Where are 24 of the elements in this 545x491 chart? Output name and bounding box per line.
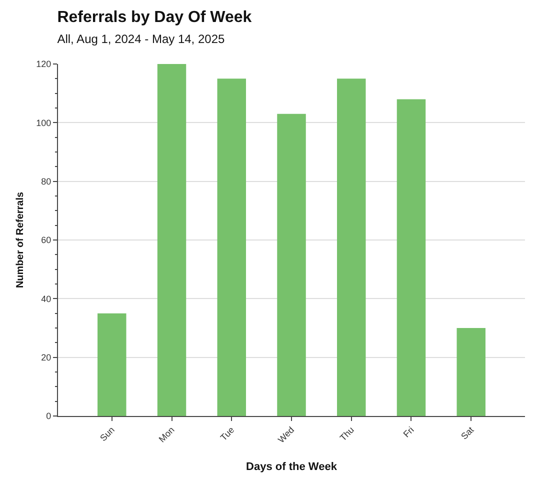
chart-subtitle: All, Aug 1, 2024 - May 14, 2025 [57, 32, 225, 46]
y-tick-label: 20 [41, 352, 52, 362]
x-tick-label: Fri [401, 424, 416, 440]
x-tick-label: Thu [338, 424, 356, 443]
x-tick-label: Sun [98, 424, 116, 444]
x-tick-label: Sat [459, 424, 476, 442]
y-tick-label: 60 [41, 235, 52, 246]
chart-title: Referrals by Day Of Week [57, 9, 252, 26]
y-tick-label: 40 [41, 294, 52, 304]
bar [456, 328, 486, 416]
y-axis-title: Number of Referrals [15, 191, 26, 288]
bar [277, 114, 306, 416]
y-tick-label: 120 [36, 59, 52, 70]
x-tick-label: Mon [156, 424, 176, 444]
x-axis-title: Days of the Week [246, 461, 338, 474]
y-tick-label: 80 [41, 176, 52, 186]
bar [217, 78, 246, 416]
bar [98, 313, 126, 416]
y-tick-label: 0 [46, 411, 52, 422]
bar [337, 78, 366, 416]
bar [396, 99, 426, 416]
bar [157, 64, 186, 416]
y-tick-label: 100 [36, 118, 52, 128]
x-tick-label: Tue [218, 424, 236, 443]
